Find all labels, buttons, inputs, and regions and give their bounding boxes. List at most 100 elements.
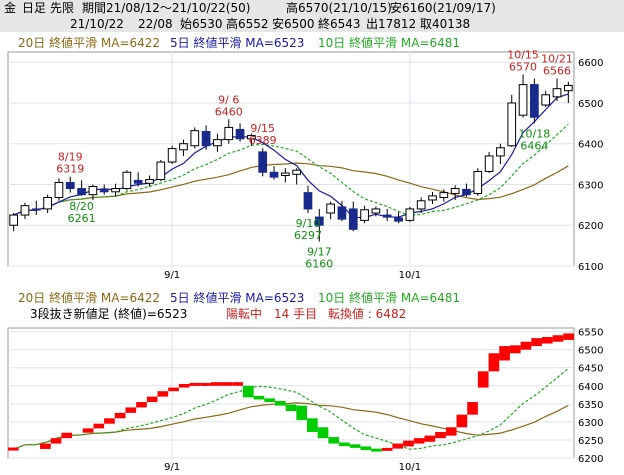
candle-legend: 20日 終値平滑 MA=6422 5日 終値平滑 MA=6523 10日 終値平…	[18, 35, 460, 50]
candle	[280, 168, 290, 183]
legend-ma20: 20日 終値平滑 MA=6422	[18, 35, 160, 50]
candle-body	[280, 172, 290, 177]
brick-up	[531, 338, 542, 347]
brick-down	[328, 437, 340, 444]
break-y-ticks: 6550 6500 6450 6400 6350 6300 6250 6200	[578, 328, 603, 465]
candle	[326, 201, 335, 220]
brick-down	[307, 418, 318, 432]
candle-body	[20, 205, 30, 216]
turnover-value: 取40138	[420, 17, 471, 31]
status-title: 3段抜き新値足 (終値)=6523	[30, 306, 187, 321]
break-plot-frame	[7, 327, 575, 459]
y-tick-label: 6450	[578, 364, 603, 375]
candle	[99, 184, 109, 195]
brick-down	[274, 400, 286, 406]
annotation-price: 6570	[509, 60, 537, 73]
candle-body	[450, 188, 460, 194]
brick-up	[125, 407, 137, 413]
y-tick-label: 6500	[578, 99, 603, 110]
candle	[269, 166, 279, 180]
candle-body	[530, 84, 539, 118]
annotation-date: 10/15	[507, 48, 539, 61]
brick-up	[499, 346, 510, 361]
brick-up	[381, 447, 393, 451]
y-tick-label: 6550	[578, 328, 603, 339]
candle	[179, 139, 188, 156]
annotation-date: 9/17	[307, 246, 332, 259]
candle-body	[247, 135, 256, 140]
annotation-price: 6566	[543, 64, 571, 77]
candle-body	[213, 139, 222, 147]
legend-ma20: 20日 終値平滑 MA=6422	[18, 290, 160, 305]
brick-up	[477, 371, 489, 388]
candle	[31, 200, 41, 216]
brick-up	[189, 382, 201, 386]
brick-up	[403, 440, 414, 447]
candle	[552, 78, 562, 101]
brick-up	[467, 402, 478, 415]
brick-down	[253, 395, 265, 400]
break-bricks	[8, 333, 574, 452]
annotation-price: 6319	[56, 163, 84, 176]
candle	[416, 197, 426, 214]
annotation-price: 6460	[215, 105, 243, 118]
brick-up	[210, 382, 222, 386]
break-moving-averages	[13, 368, 569, 450]
y-tick-label: 6600	[578, 58, 603, 69]
status-turn: 転換値 : 6482	[328, 306, 406, 321]
candle	[303, 185, 313, 214]
y-tick-label: 6100	[578, 262, 603, 273]
candle-body	[235, 128, 245, 140]
candle	[65, 176, 75, 193]
candle-body	[9, 214, 19, 226]
annotation-date: 10/18	[519, 127, 551, 140]
candle-body	[348, 208, 358, 230]
candle-body	[496, 147, 505, 157]
candle-body	[167, 148, 177, 163]
last-time: 22/08	[138, 17, 173, 31]
status-count: 14 手目	[274, 307, 317, 321]
candle-body	[326, 203, 335, 214]
brick-up	[488, 353, 500, 372]
brick-up	[413, 438, 425, 444]
candle	[496, 143, 505, 165]
candle	[360, 205, 369, 224]
candle-body	[518, 84, 528, 116]
candle-body	[156, 161, 166, 181]
brick-up	[424, 435, 436, 442]
candle-body	[292, 169, 302, 175]
break-grid	[8, 328, 574, 459]
legend-ma10: 10日 終値平滑 MA=6481	[318, 290, 460, 305]
brick-up	[114, 412, 126, 419]
brick-down	[371, 448, 382, 452]
high-value: 高6552	[226, 17, 269, 31]
brick-up	[221, 382, 233, 386]
volume-value: 出17812	[366, 17, 417, 31]
info-bar-1: 金 日足 先限 期間21/08/12～21/10/22(50) 高6570(21…	[0, 0, 624, 16]
ma10-line	[13, 123, 569, 216]
candle-body	[145, 179, 154, 184]
brick-down	[242, 385, 254, 398]
brick-up	[552, 335, 564, 342]
candle-body	[179, 143, 188, 151]
brick-up	[392, 443, 404, 449]
brick-up	[509, 345, 521, 354]
high-info: 高6570(21/10/15)	[286, 1, 392, 15]
candle	[9, 213, 19, 232]
y-tick-label: 6400	[578, 140, 603, 151]
y-tick-label: 6200	[578, 454, 603, 465]
y-tick-label: 6400	[578, 382, 603, 393]
candle-body	[314, 216, 324, 226]
candle-body	[382, 214, 392, 218]
brick-up	[50, 438, 62, 444]
candle	[247, 133, 256, 146]
candle-body	[43, 197, 52, 210]
x-tick-label: 9/1	[164, 462, 180, 473]
brick-down	[349, 444, 361, 448]
candle-body	[258, 151, 268, 173]
brick-up	[445, 427, 457, 436]
brick-up	[435, 432, 446, 439]
